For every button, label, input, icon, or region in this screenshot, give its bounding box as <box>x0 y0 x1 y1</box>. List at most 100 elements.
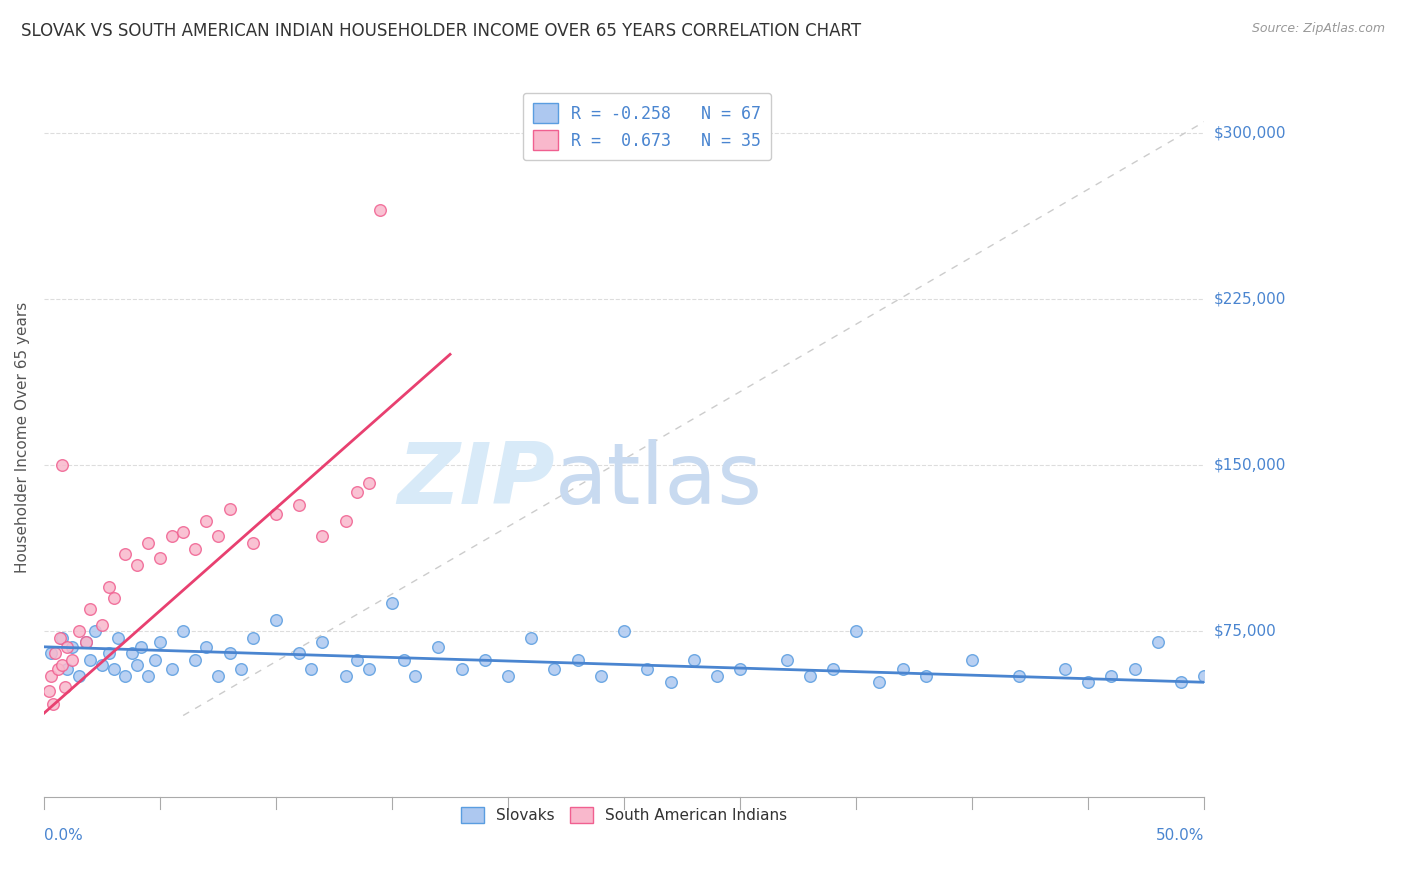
Point <box>38 684 60 698</box>
Point <box>496 668 519 682</box>
Point <box>960 653 983 667</box>
Text: ZIP: ZIP <box>396 439 554 522</box>
Point <box>520 631 543 645</box>
Point <box>42 698 65 712</box>
Point <box>335 668 357 682</box>
Point <box>264 507 287 521</box>
Point <box>1077 675 1099 690</box>
Text: $75,000: $75,000 <box>1213 624 1277 639</box>
Point <box>195 640 218 654</box>
Point <box>845 624 868 639</box>
Point <box>149 551 172 566</box>
Point <box>299 662 322 676</box>
Point <box>543 662 565 676</box>
Point <box>125 558 148 572</box>
Point <box>44 647 66 661</box>
Point <box>1123 662 1146 676</box>
Point <box>67 624 90 639</box>
Point <box>46 662 69 676</box>
Point <box>218 502 240 516</box>
Point <box>381 595 404 609</box>
Point <box>1194 668 1216 682</box>
Point <box>450 662 472 676</box>
Point <box>75 635 97 649</box>
Point <box>207 668 229 682</box>
Point <box>67 668 90 682</box>
Point <box>242 631 264 645</box>
Point <box>53 680 76 694</box>
Point <box>288 498 311 512</box>
Point <box>103 662 125 676</box>
Point <box>184 653 207 667</box>
Point <box>1054 662 1077 676</box>
Point <box>51 657 73 672</box>
Point <box>311 635 333 649</box>
Point <box>195 514 218 528</box>
Point <box>242 535 264 549</box>
Point <box>659 675 682 690</box>
Point <box>775 653 797 667</box>
Point <box>97 580 120 594</box>
Text: $150,000: $150,000 <box>1213 458 1286 473</box>
Text: $300,000: $300,000 <box>1213 126 1286 140</box>
Point <box>149 635 172 649</box>
Point <box>84 624 107 639</box>
Point <box>264 613 287 627</box>
Point <box>613 624 636 639</box>
Text: 0.0%: 0.0% <box>44 828 83 843</box>
Point <box>56 662 79 676</box>
Point <box>79 653 101 667</box>
Legend: Slovaks, South American Indians: Slovaks, South American Indians <box>456 801 793 830</box>
Point <box>231 662 253 676</box>
Point <box>370 203 392 218</box>
Point <box>121 647 143 661</box>
Point <box>125 657 148 672</box>
Point <box>56 640 79 654</box>
Point <box>1170 675 1192 690</box>
Point <box>51 631 73 645</box>
Point <box>636 662 658 676</box>
Point <box>868 675 890 690</box>
Text: atlas: atlas <box>554 439 762 522</box>
Point <box>160 529 183 543</box>
Point <box>49 631 72 645</box>
Text: SLOVAK VS SOUTH AMERICAN INDIAN HOUSEHOLDER INCOME OVER 65 YEARS CORRELATION CHA: SLOVAK VS SOUTH AMERICAN INDIAN HOUSEHOL… <box>21 22 862 40</box>
Text: Source: ZipAtlas.com: Source: ZipAtlas.com <box>1251 22 1385 36</box>
Point <box>184 542 207 557</box>
Point <box>427 640 450 654</box>
Point <box>136 535 159 549</box>
Point <box>60 653 83 667</box>
Point <box>311 529 333 543</box>
Point <box>97 647 120 661</box>
Point <box>1008 668 1031 682</box>
Point <box>357 475 380 490</box>
Point <box>79 602 101 616</box>
Point <box>39 668 62 682</box>
Point <box>75 635 97 649</box>
Point <box>404 668 426 682</box>
Point <box>357 662 380 676</box>
Point <box>474 653 496 667</box>
Point <box>90 617 112 632</box>
Point <box>103 591 125 605</box>
Point <box>682 653 704 667</box>
Point <box>136 668 159 682</box>
Point <box>160 662 183 676</box>
Point <box>172 524 194 539</box>
Point <box>799 668 821 682</box>
Point <box>1101 668 1123 682</box>
Text: $225,000: $225,000 <box>1213 292 1286 307</box>
Y-axis label: Householder Income Over 65 years: Householder Income Over 65 years <box>15 301 30 573</box>
Point <box>172 624 194 639</box>
Text: 50.0%: 50.0% <box>1156 828 1205 843</box>
Point <box>335 514 357 528</box>
Point <box>143 653 166 667</box>
Point <box>891 662 914 676</box>
Point <box>392 653 415 667</box>
Point <box>114 547 136 561</box>
Point <box>51 458 73 472</box>
Point <box>90 657 112 672</box>
Point <box>346 484 368 499</box>
Point <box>39 647 62 661</box>
Point <box>60 640 83 654</box>
